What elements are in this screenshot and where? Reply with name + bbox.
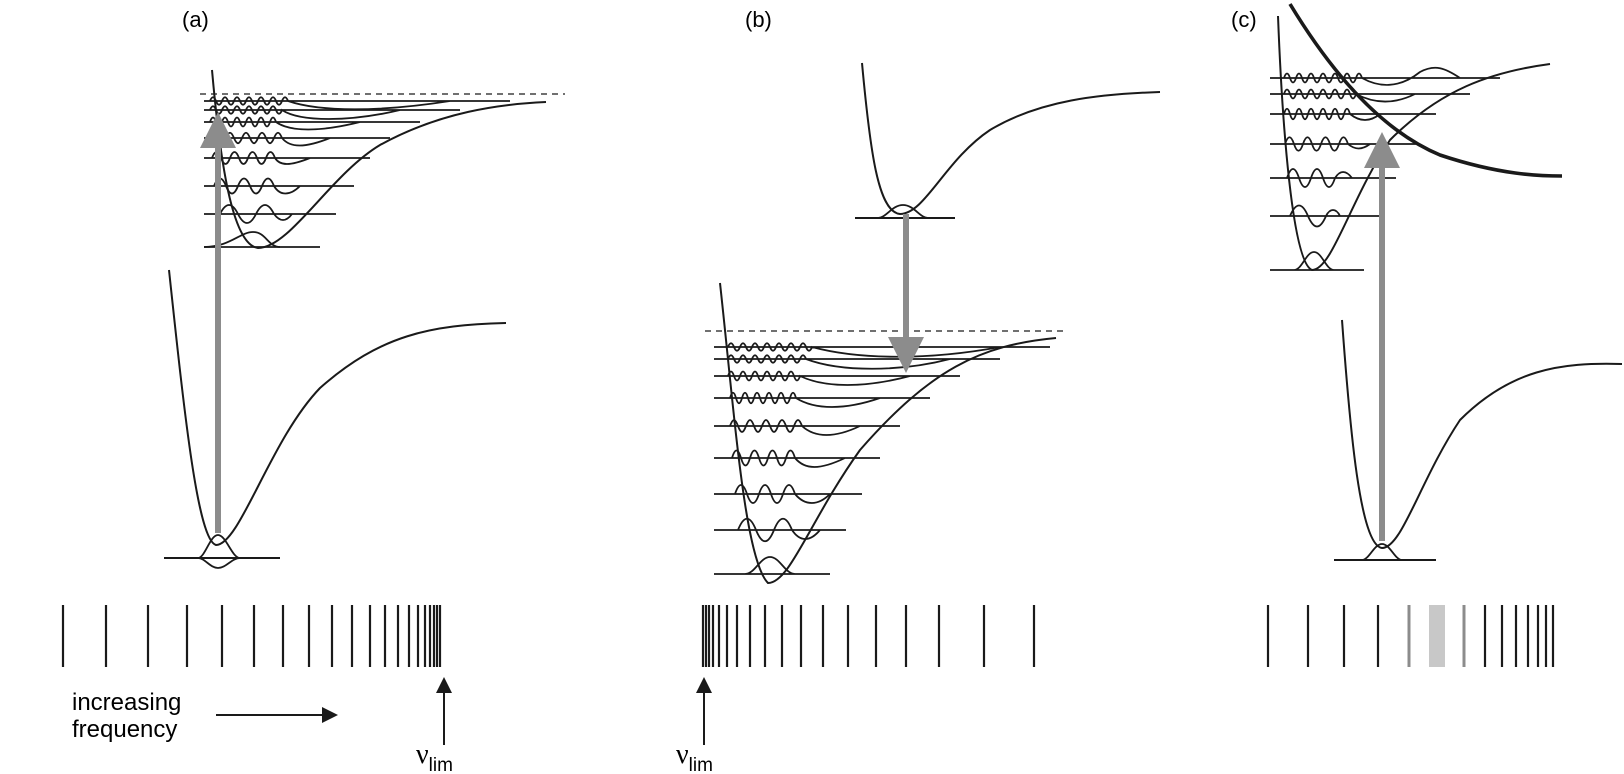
limit-label: νlim: [676, 739, 713, 774]
ground-wavefunction: [197, 534, 241, 569]
panel-a-label: (a): [182, 7, 209, 32]
ground-potential-curve: [1341, 319, 1623, 550]
limit-label: νlim: [416, 739, 453, 774]
panel-c: [1266, 3, 1623, 667]
spectrum-lines: [61, 605, 442, 667]
annotation-line1: increasing: [72, 689, 181, 716]
ground-wavefunction: [1361, 543, 1403, 561]
excited-potential-curve: [1277, 15, 1551, 272]
panel-b: νlim: [676, 62, 1161, 774]
spectrum-lines: [1266, 605, 1555, 667]
ground-potential-curve: [719, 282, 1057, 585]
excited-wavefunction: [877, 204, 929, 219]
ground-potential-curve: [168, 269, 507, 547]
annotation-line2: frequency: [72, 716, 177, 743]
repulsive-potential-curve: [1288, 3, 1563, 178]
panel-c-label: (c): [1231, 7, 1257, 32]
vibrational-levels: [203, 96, 510, 248]
vibrational-levels: [714, 342, 1050, 575]
panel-a: νlim increasing frequency: [61, 69, 565, 774]
spectrum-lines: [701, 605, 1036, 667]
excited-potential-curve: [861, 62, 1161, 216]
panel-b-label: (b): [745, 7, 772, 32]
